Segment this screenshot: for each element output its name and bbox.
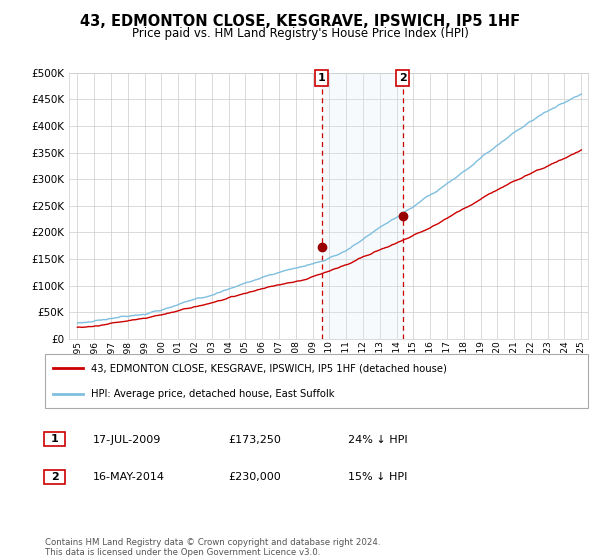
FancyBboxPatch shape	[44, 432, 65, 446]
Text: Contains HM Land Registry data © Crown copyright and database right 2024.
This d: Contains HM Land Registry data © Crown c…	[45, 538, 380, 557]
Text: 17-JUL-2009: 17-JUL-2009	[93, 435, 161, 445]
Text: 15% ↓ HPI: 15% ↓ HPI	[348, 472, 407, 482]
FancyBboxPatch shape	[45, 354, 588, 408]
Text: 1: 1	[318, 73, 325, 83]
Text: 24% ↓ HPI: 24% ↓ HPI	[348, 435, 407, 445]
Text: 43, EDMONTON CLOSE, KESGRAVE, IPSWICH, IP5 1HF: 43, EDMONTON CLOSE, KESGRAVE, IPSWICH, I…	[80, 14, 520, 29]
Text: 2: 2	[399, 73, 407, 83]
Text: Price paid vs. HM Land Registry's House Price Index (HPI): Price paid vs. HM Land Registry's House …	[131, 27, 469, 40]
Text: 2: 2	[51, 472, 58, 482]
Text: 43, EDMONTON CLOSE, KESGRAVE, IPSWICH, IP5 1HF (detached house): 43, EDMONTON CLOSE, KESGRAVE, IPSWICH, I…	[91, 363, 447, 374]
Bar	[322, 73, 403, 339]
Text: 1: 1	[51, 434, 58, 444]
FancyBboxPatch shape	[44, 469, 65, 484]
Text: £230,000: £230,000	[228, 472, 281, 482]
Text: £173,250: £173,250	[228, 435, 281, 445]
Text: HPI: Average price, detached house, East Suffolk: HPI: Average price, detached house, East…	[91, 389, 335, 399]
Text: 16-MAY-2014: 16-MAY-2014	[93, 472, 165, 482]
